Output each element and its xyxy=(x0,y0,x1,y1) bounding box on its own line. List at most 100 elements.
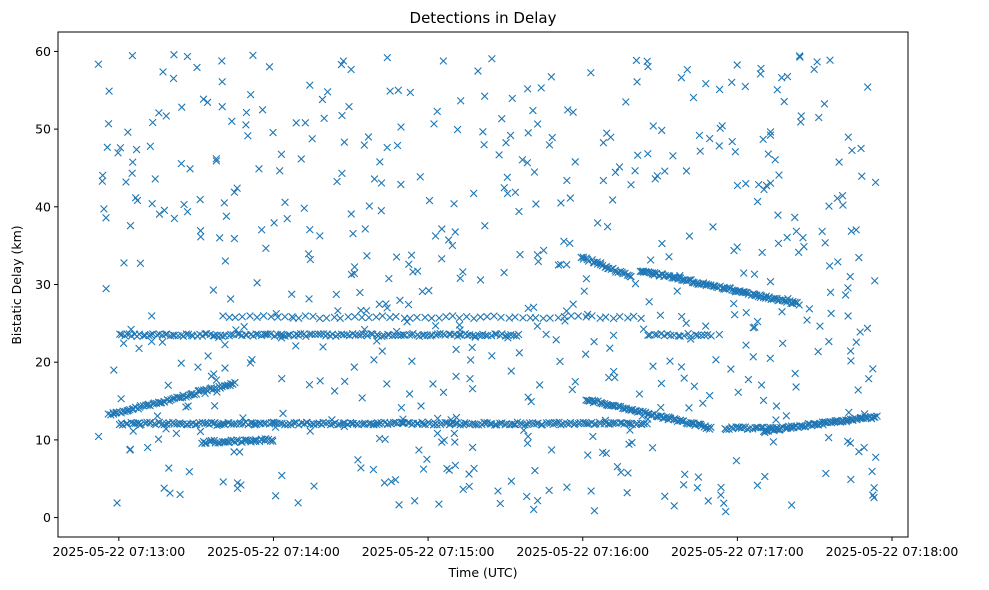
detection-marker xyxy=(715,142,724,150)
detection-marker xyxy=(292,119,301,127)
detection-marker xyxy=(820,100,829,108)
detection-marker xyxy=(749,323,758,332)
y-axis-label: Bistatic Delay (km) xyxy=(9,225,24,344)
detection-marker xyxy=(648,443,657,452)
detection-marker xyxy=(333,177,341,186)
detection-marker xyxy=(451,461,460,470)
detection-marker xyxy=(349,419,358,428)
detection-marker xyxy=(418,287,427,296)
detection-marker xyxy=(626,426,634,434)
detection-marker xyxy=(382,300,390,308)
detection-marker xyxy=(673,287,682,295)
detection-marker xyxy=(798,422,807,430)
detection-marker xyxy=(199,95,208,104)
detection-marker xyxy=(212,155,221,163)
detection-marker xyxy=(347,270,356,279)
detection-marker xyxy=(468,384,477,393)
detection-marker xyxy=(693,331,702,340)
detection-marker xyxy=(154,435,163,444)
detection-marker xyxy=(306,225,314,234)
detection-marker xyxy=(705,134,714,143)
detection-marker xyxy=(338,111,346,120)
detection-marker xyxy=(649,270,657,278)
detection-marker xyxy=(301,119,310,127)
detection-marker xyxy=(233,184,241,192)
detection-marker xyxy=(380,479,389,487)
detection-marker xyxy=(539,246,548,255)
y-tick-label: 60 xyxy=(35,44,51,59)
detection-marker xyxy=(153,412,162,420)
detection-marker xyxy=(356,288,364,297)
detection-marker xyxy=(350,263,359,271)
detection-marker xyxy=(147,337,156,346)
detection-marker xyxy=(433,107,442,116)
detection-marker xyxy=(151,175,160,183)
detection-marker xyxy=(201,389,209,398)
detection-marker xyxy=(569,300,577,309)
detection-marker xyxy=(283,214,291,223)
detection-marker xyxy=(419,420,427,429)
detection-marker xyxy=(742,308,751,317)
detection-marker xyxy=(757,423,765,432)
detection-marker xyxy=(147,312,156,320)
detection-marker xyxy=(432,331,440,339)
detection-marker xyxy=(810,65,818,74)
detection-marker xyxy=(339,57,348,65)
detection-marker xyxy=(625,405,633,414)
detection-marker xyxy=(306,255,315,264)
detection-marker xyxy=(677,73,686,82)
detection-marker xyxy=(214,333,223,342)
detection-marker xyxy=(821,239,829,247)
detection-marker xyxy=(603,222,612,231)
detection-marker xyxy=(202,439,210,447)
detection-marker xyxy=(494,487,502,495)
detection-marker xyxy=(557,199,565,207)
detection-marker xyxy=(542,330,550,339)
detection-marker xyxy=(193,63,201,72)
detection-marker xyxy=(638,412,646,420)
detection-marker xyxy=(533,496,542,505)
detection-marker xyxy=(766,277,775,286)
detection-marker xyxy=(296,330,305,338)
detection-marker xyxy=(133,196,142,205)
detection-marker xyxy=(238,312,247,321)
detection-marker xyxy=(814,347,822,356)
detection-marker xyxy=(132,145,141,154)
detection-marker xyxy=(316,232,324,240)
x-axis-label: Time (UTC) xyxy=(447,565,517,580)
detection-marker xyxy=(729,299,738,308)
detection-marker xyxy=(790,213,799,222)
detection-marker xyxy=(562,260,571,269)
detection-marker xyxy=(497,114,506,123)
detection-marker xyxy=(727,365,735,373)
detection-marker xyxy=(429,380,437,388)
detection-marker xyxy=(824,433,833,442)
detection-marker xyxy=(488,54,496,63)
detection-marker xyxy=(727,78,736,87)
detection-marker xyxy=(391,476,400,484)
detection-marker xyxy=(640,419,648,428)
detection-marker xyxy=(328,330,337,339)
detection-marker xyxy=(649,122,658,130)
detection-marker xyxy=(700,331,709,339)
detection-marker xyxy=(569,108,577,116)
detection-marker xyxy=(624,469,632,477)
detection-marker xyxy=(425,196,434,205)
detection-marker xyxy=(496,499,505,508)
detection-marker xyxy=(431,232,440,240)
detection-marker xyxy=(383,380,391,388)
detection-marker xyxy=(351,331,360,339)
detection-marker xyxy=(696,420,705,429)
detection-marker xyxy=(212,157,221,165)
detection-marker xyxy=(556,260,565,269)
detection-marker xyxy=(716,124,724,133)
detection-marker xyxy=(537,421,546,429)
detection-marker xyxy=(357,464,365,472)
detection-marker xyxy=(218,77,226,86)
detection-marker xyxy=(406,88,415,97)
detection-marker xyxy=(392,327,401,336)
detection-marker xyxy=(415,446,423,454)
detection-marker xyxy=(609,367,618,376)
detection-marker xyxy=(182,403,190,411)
